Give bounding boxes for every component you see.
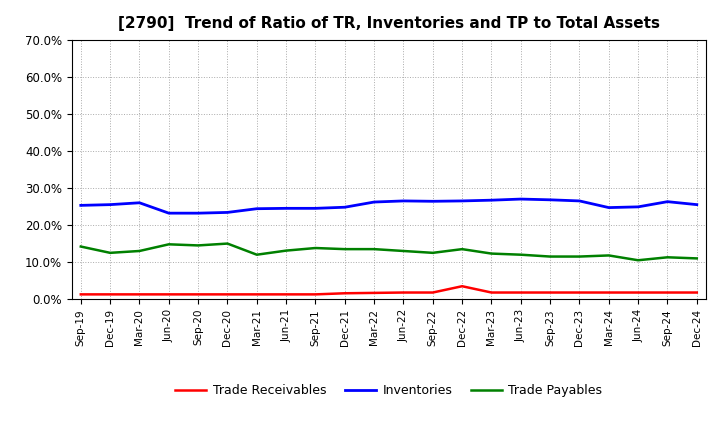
Inventories bbox=[428, 198, 437, 204]
Inventories bbox=[575, 198, 584, 204]
Trade Payables bbox=[516, 252, 525, 257]
Inventories bbox=[458, 198, 467, 204]
Trade Payables bbox=[663, 255, 672, 260]
Inventories bbox=[693, 202, 701, 207]
Trade Payables bbox=[341, 246, 349, 252]
Trade Receivables bbox=[516, 290, 525, 295]
Trade Receivables bbox=[546, 290, 554, 295]
Trade Payables bbox=[693, 256, 701, 261]
Inventories bbox=[253, 206, 261, 211]
Line: Inventories: Inventories bbox=[81, 199, 697, 213]
Trade Receivables bbox=[106, 292, 114, 297]
Trade Receivables bbox=[575, 290, 584, 295]
Trade Payables bbox=[311, 246, 320, 251]
Line: Trade Payables: Trade Payables bbox=[81, 244, 697, 260]
Inventories bbox=[605, 205, 613, 210]
Trade Payables bbox=[76, 244, 85, 249]
Trade Receivables bbox=[253, 292, 261, 297]
Trade Receivables bbox=[370, 290, 379, 296]
Inventories bbox=[487, 198, 496, 203]
Trade Payables bbox=[106, 250, 114, 256]
Legend: Trade Receivables, Inventories, Trade Payables: Trade Receivables, Inventories, Trade Pa… bbox=[170, 379, 608, 402]
Inventories bbox=[341, 205, 349, 210]
Trade Receivables bbox=[693, 290, 701, 295]
Trade Payables bbox=[487, 251, 496, 256]
Trade Receivables bbox=[487, 290, 496, 295]
Trade Receivables bbox=[458, 284, 467, 289]
Inventories bbox=[135, 200, 144, 205]
Inventories bbox=[106, 202, 114, 207]
Trade Receivables bbox=[634, 290, 642, 295]
Trade Payables bbox=[546, 254, 554, 259]
Trade Receivables bbox=[164, 292, 173, 297]
Trade Receivables bbox=[605, 290, 613, 295]
Inventories bbox=[194, 210, 202, 216]
Inventories bbox=[546, 197, 554, 202]
Inventories bbox=[223, 210, 232, 215]
Trade Payables bbox=[399, 248, 408, 253]
Trade Payables bbox=[634, 258, 642, 263]
Trade Receivables bbox=[194, 292, 202, 297]
Trade Payables bbox=[428, 250, 437, 256]
Inventories bbox=[663, 199, 672, 204]
Inventories bbox=[76, 203, 85, 208]
Inventories bbox=[370, 199, 379, 205]
Line: Trade Receivables: Trade Receivables bbox=[81, 286, 697, 294]
Inventories bbox=[282, 205, 290, 211]
Title: [2790]  Trend of Ratio of TR, Inventories and TP to Total Assets: [2790] Trend of Ratio of TR, Inventories… bbox=[118, 16, 660, 32]
Inventories bbox=[634, 204, 642, 209]
Trade Payables bbox=[605, 253, 613, 258]
Inventories bbox=[164, 210, 173, 216]
Trade Payables bbox=[164, 242, 173, 247]
Trade Receivables bbox=[428, 290, 437, 295]
Inventories bbox=[311, 205, 320, 211]
Trade Payables bbox=[282, 248, 290, 253]
Inventories bbox=[399, 198, 408, 204]
Trade Receivables bbox=[341, 291, 349, 296]
Trade Receivables bbox=[399, 290, 408, 295]
Trade Receivables bbox=[223, 292, 232, 297]
Trade Payables bbox=[135, 248, 144, 253]
Trade Payables bbox=[458, 246, 467, 252]
Trade Receivables bbox=[76, 292, 85, 297]
Trade Receivables bbox=[135, 292, 144, 297]
Trade Payables bbox=[575, 254, 584, 259]
Trade Payables bbox=[253, 252, 261, 257]
Trade Payables bbox=[370, 246, 379, 252]
Trade Payables bbox=[223, 241, 232, 246]
Trade Receivables bbox=[311, 292, 320, 297]
Trade Receivables bbox=[663, 290, 672, 295]
Trade Payables bbox=[194, 243, 202, 248]
Inventories bbox=[516, 196, 525, 202]
Trade Receivables bbox=[282, 292, 290, 297]
